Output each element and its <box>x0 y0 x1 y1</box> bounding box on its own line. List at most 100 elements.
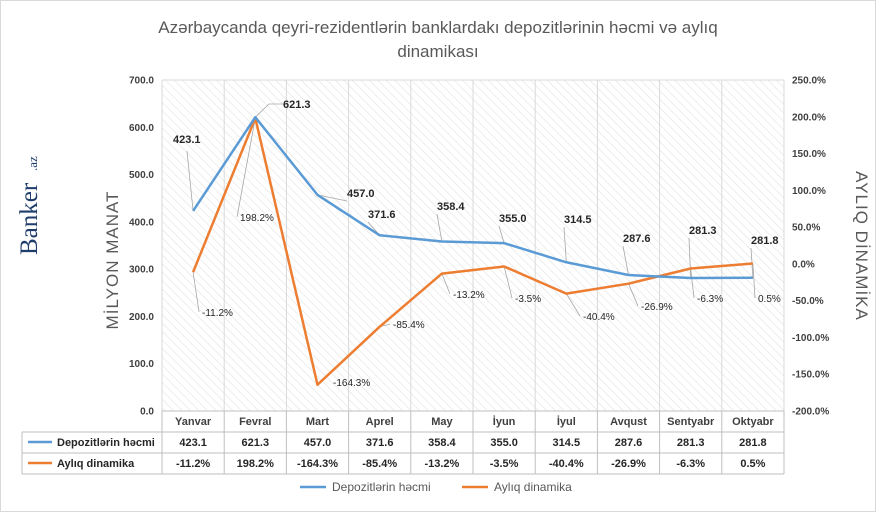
data-label-depozitler: 287.6 <box>623 233 651 245</box>
data-label-aylik-dinamika: 0.5% <box>758 294 781 305</box>
category-label: İyul <box>557 415 576 428</box>
series-line-depozitler <box>192 115 753 280</box>
left-axis-ticks: 0.0 100.0 200.0 300.0 400.0 500.0 600.0 700.0 <box>129 76 154 418</box>
table-cell: -3.5% <box>490 458 519 470</box>
right-tick-label: -150.0% <box>792 370 829 381</box>
data-label-aylik-dinamika: 198.2% <box>240 213 274 224</box>
data-label-depozitler: 281.8 <box>751 235 779 247</box>
table-cell: 371.6 <box>366 437 394 449</box>
category-label: Fevral <box>239 416 271 428</box>
leader-line <box>565 293 581 317</box>
legend-label-depozitler: Depozitlərin həcmi <box>332 480 431 494</box>
data-label-depozitler: 314.5 <box>564 214 592 226</box>
left-tick-label: 400.0 <box>129 217 154 228</box>
table-cell: -40.4% <box>549 458 584 470</box>
leader-line <box>317 194 348 202</box>
leader-lines <box>186 103 756 328</box>
data-label-aylik-dinamika: -6.3% <box>697 294 723 305</box>
left-tick-label: 500.0 <box>129 170 154 181</box>
category-label: Sentyabr <box>667 416 715 428</box>
right-tick-label: -200.0% <box>792 407 829 418</box>
data-label-depozitler: 457.0 <box>347 188 375 200</box>
brand-name: Banker <box>16 182 43 255</box>
leader-line <box>186 150 194 211</box>
table-cell: 281.3 <box>677 437 705 449</box>
right-tick-label: 0.0% <box>792 259 815 270</box>
left-tick-label: 200.0 <box>129 312 154 323</box>
table-cell: -164.3% <box>297 458 338 470</box>
table-cell: 198.2% <box>237 458 275 470</box>
data-label-aylik-dinamika: -3.5% <box>515 294 541 305</box>
legend: Depozitlərin həcmi Aylıq dinamika <box>300 480 572 494</box>
table-cell: 621.3 <box>242 437 270 449</box>
table-cell: -85.4% <box>362 458 397 470</box>
table-cell: -6.3% <box>676 458 705 470</box>
right-tick-label: 250.0% <box>792 76 826 87</box>
right-axis-title: AYLIQ DİNAMİKA <box>852 171 871 321</box>
gridlines <box>161 79 785 411</box>
table-cell: 281.8 <box>739 437 767 449</box>
category-label: Aprel <box>366 416 394 428</box>
table-cell: 358.4 <box>428 437 456 449</box>
table-cell: 287.6 <box>615 437 643 449</box>
brand-logo: Banker .az <box>16 156 43 255</box>
leader-line <box>192 272 200 313</box>
left-tick-label: 700.0 <box>129 76 154 87</box>
data-label-depozitler: 423.1 <box>173 134 201 146</box>
data-label-depozitler: 281.3 <box>689 225 717 237</box>
category-label: Avqust <box>610 416 647 428</box>
leader-line <box>503 266 513 299</box>
leader-line <box>563 226 567 263</box>
leader-line <box>255 103 283 118</box>
category-label: Mart <box>306 416 330 428</box>
left-axis-title: MİLYON MANAT <box>103 191 122 330</box>
leader-line <box>236 118 256 218</box>
right-axis-ticks: -200.0% -150.0% -100.0% -50.0% 0.0% 50.0% 100.… <box>792 76 829 418</box>
data-label-aylik-dinamika: -164.3% <box>333 378 370 389</box>
data-label-depozitler: 621.3 <box>283 99 311 111</box>
data-label-aylik-dinamika: -13.2% <box>453 290 485 301</box>
left-tick-label: 0.0 <box>140 407 154 418</box>
series-lines <box>191 115 754 386</box>
leader-line <box>622 245 629 276</box>
brand-suffix: .az <box>25 156 40 171</box>
leader-line <box>690 268 695 299</box>
table-cell: -11.2% <box>176 458 210 470</box>
leader-line <box>436 213 443 242</box>
table-cell: 355.0 <box>490 437 518 449</box>
right-tick-label: -100.0% <box>792 333 829 344</box>
leader-line <box>498 225 505 244</box>
table-row-header: Depozitlərin həcmi <box>57 437 155 449</box>
table-cell: -26.9% <box>611 458 646 470</box>
leader-line <box>752 263 756 299</box>
category-label: Yanvar <box>175 416 212 428</box>
data-label-depozitler: 358.4 <box>437 201 465 213</box>
chart-title-line-1: Azərbaycanda qeyri-rezidentlərin banklar… <box>158 18 717 37</box>
leader-line <box>688 237 692 279</box>
chart-title-line-2: dinamikası <box>397 42 478 61</box>
leader-line <box>441 273 451 295</box>
table-row-header: Aylıq dinamika <box>57 458 135 470</box>
data-label-aylik-dinamika: -26.9% <box>641 302 673 313</box>
data-label-depozitler: 371.6 <box>368 209 396 221</box>
data-label-aylik-dinamika: -40.4% <box>583 312 615 323</box>
table-cell: 314.5 <box>553 437 581 449</box>
legend-label-aylik-dinamika: Aylıq dinamika <box>494 480 572 494</box>
category-label: May <box>431 416 453 428</box>
table-cell: 457.0 <box>304 437 332 449</box>
right-tick-label: 100.0% <box>792 186 826 197</box>
table-cell: 0.5% <box>740 458 765 470</box>
leader-line <box>628 283 639 307</box>
data-labels: 423.1 621.3 457.0 371.6 358.4 355.0 314.5 287.6… <box>173 99 781 389</box>
table-cell: 423.1 <box>179 437 207 449</box>
data-table: Yanvar Fevral Mart Aprel May İyun İyul Avqust Se… <box>21 410 785 475</box>
data-label-depozitler: 355.0 <box>499 213 527 225</box>
data-label-aylik-dinamika: -85.4% <box>393 320 425 331</box>
right-tick-label: 50.0% <box>792 223 820 234</box>
category-label: İyun <box>493 415 516 428</box>
left-tick-label: 300.0 <box>129 265 154 276</box>
data-label-aylik-dinamika: -11.2% <box>202 308 233 319</box>
right-tick-label: -50.0% <box>792 296 824 307</box>
category-label: Oktyabr <box>732 416 774 428</box>
